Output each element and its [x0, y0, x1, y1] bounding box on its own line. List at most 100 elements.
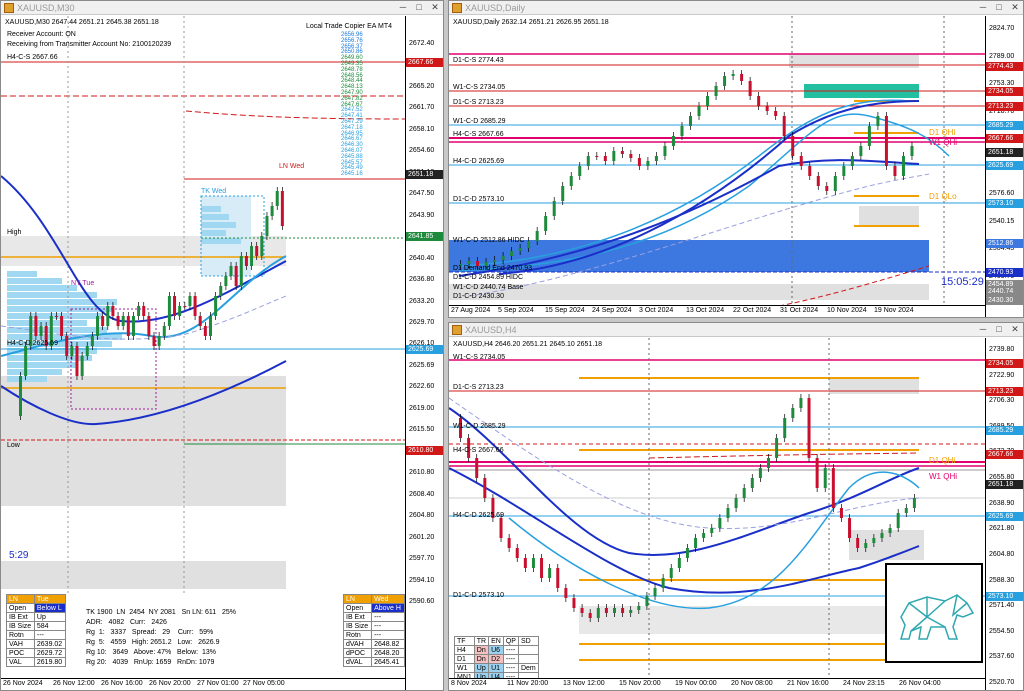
price-tag: 2641.85 [406, 232, 443, 241]
candle-body [580, 608, 584, 613]
h4-chart-window[interactable]: XAUUSD,H4 ─ □ ✕ [448, 322, 1024, 691]
price-tick-label: 2504.45 [989, 245, 1015, 252]
close-icon[interactable]: ✕ [1011, 324, 1019, 334]
tick-value: 2646.07 [341, 147, 363, 154]
candle-body [173, 296, 177, 316]
candle-body [912, 498, 916, 508]
price-tag: 2667.66 [986, 450, 1023, 459]
price-tag: 2610.80 [406, 446, 443, 455]
price-tag: 2734.05 [986, 359, 1023, 368]
candle-body [572, 598, 576, 608]
candle-body [765, 106, 769, 111]
candle-body [671, 136, 675, 146]
candle-body [39, 326, 43, 336]
ln-label: LN Wed [279, 163, 305, 170]
minimize-icon[interactable]: ─ [399, 2, 407, 12]
candle-body [270, 206, 274, 216]
candle-body [234, 266, 238, 286]
candle-body [137, 306, 141, 316]
candle-body [791, 136, 795, 156]
candle-body [142, 306, 146, 316]
close-icon[interactable]: ✕ [431, 2, 439, 12]
candle-body [791, 408, 795, 418]
level-label: W1-C-S 2734.05 [453, 84, 506, 91]
price-tick-label: 2654.60 [409, 147, 435, 155]
trend-header: TF [454, 636, 475, 646]
tick-value: 2648.56 [341, 72, 363, 79]
candle-body [484, 262, 488, 266]
trend-cell: U6 [488, 645, 504, 655]
price-tag: 2685.29 [986, 426, 1023, 435]
trend-cell [517, 654, 539, 664]
candle-body [864, 543, 868, 548]
candle-body [229, 266, 233, 276]
price-tick-label: 2576.60 [989, 190, 1015, 197]
candle-body [162, 326, 166, 336]
maximize-icon[interactable]: □ [996, 2, 1002, 12]
stat-cell: Tue [33, 594, 67, 604]
candle-body [677, 558, 681, 568]
w1-qhi-label: W1 QHi [929, 138, 957, 147]
price-tag: 2454.89 [986, 280, 1023, 289]
stat-cell: VAH [6, 639, 35, 649]
maximize-icon[interactable]: □ [996, 324, 1002, 334]
candle-body [544, 216, 548, 231]
time-tick-label: 19 Nov 2024 [874, 307, 914, 314]
bear-logo [885, 563, 983, 663]
stat-cell: Open [342, 603, 373, 613]
candle-body [491, 498, 495, 518]
maximize-icon[interactable]: □ [416, 2, 422, 12]
time-tick-label: 21 Nov 16:00 [787, 680, 829, 687]
candle-body [224, 276, 228, 286]
candle-body [131, 316, 135, 336]
h4-price-axis[interactable]: 2739.802722.902706.302689.502672.702655.… [985, 338, 1023, 690]
daily-time-axis: 27 Aug 2024 5 Sep 2024 15 Sep 2024 24 Sep 2… [449, 305, 987, 317]
h4-titlebar[interactable]: XAUUSD,H4 ─ □ ✕ [449, 323, 1023, 337]
m30-plot-area[interactable]: XAUUSD,M30 2647.44 2651.21 2645.38 2651.… [1, 16, 406, 690]
time-tick-label: 22 Oct 2024 [733, 307, 772, 314]
m30-titlebar[interactable]: XAUUSD,M30 ─ □ ✕ [1, 1, 443, 15]
candle-body [65, 336, 69, 356]
d1-qhi-label: D1 QHi [929, 128, 956, 137]
price-tag: 2774.43 [986, 62, 1023, 71]
candle-body [147, 316, 151, 336]
daily-price-axis[interactable]: 2824.702789.002753.302718.702682.002611.… [985, 16, 1023, 317]
level-label: W1-C-D 2685.29 [453, 423, 506, 430]
level-label: D1-C-S 2713.23 [453, 384, 504, 391]
candle-body [483, 478, 487, 498]
price-tick-label: 2643.90 [409, 211, 435, 219]
price-tag: 2734.05 [986, 87, 1023, 96]
candle-body [734, 498, 738, 508]
h4-plot-area[interactable]: XAUUSD,H4 2646.20 2651.21 2645.10 2651.1… [449, 338, 987, 690]
daily-plot-area[interactable]: XAUUSD,Daily 2632.14 2651.21 2626.95 265… [449, 16, 987, 317]
candle-body [54, 316, 58, 317]
candle-body [718, 518, 722, 528]
price-tick-label: 2722.90 [989, 371, 1015, 379]
daily-titlebar[interactable]: XAUUSD,Daily ─ □ ✕ [449, 1, 1023, 15]
window-title: XAUUSD,M30 [17, 2, 75, 13]
price-tick-label: 2604.80 [409, 512, 435, 520]
m30-chart-window[interactable]: XAUUSD,M30 ─ □ ✕ [0, 0, 444, 691]
candle-body [586, 156, 590, 166]
trend-cell: ---- [502, 663, 519, 673]
candle-body [101, 316, 105, 326]
candle-body [203, 326, 207, 336]
candle-body [116, 316, 120, 326]
price-tick-label: 2540.15 [989, 217, 1015, 225]
candle-body [646, 161, 650, 166]
m30-price-axis[interactable]: 2672.402668.802665.202661.702658.102654.… [405, 16, 443, 690]
minimize-icon[interactable]: ─ [979, 2, 987, 12]
price-tick-label: 2672.40 [409, 40, 435, 47]
daily-chart-window[interactable]: XAUUSD,Daily ─ □ ✕ [448, 0, 1024, 318]
candle-body [645, 596, 649, 606]
close-icon[interactable]: ✕ [1011, 2, 1019, 12]
h4cs-label: H4-C-S 2667.66 [7, 54, 58, 61]
stat-line: Rg 1: 3337 Spread: 29 Curr: 59% [86, 629, 214, 636]
candle-body [856, 538, 860, 548]
stat-cell: Below L [33, 603, 67, 613]
minimize-icon[interactable]: ─ [979, 324, 987, 334]
candle-body [588, 613, 592, 618]
price-tag: 2651.18 [986, 148, 1023, 157]
tick-value: 2647.41 [341, 113, 363, 120]
h4cd-label: H4-C-D 2625.69 [7, 340, 58, 347]
